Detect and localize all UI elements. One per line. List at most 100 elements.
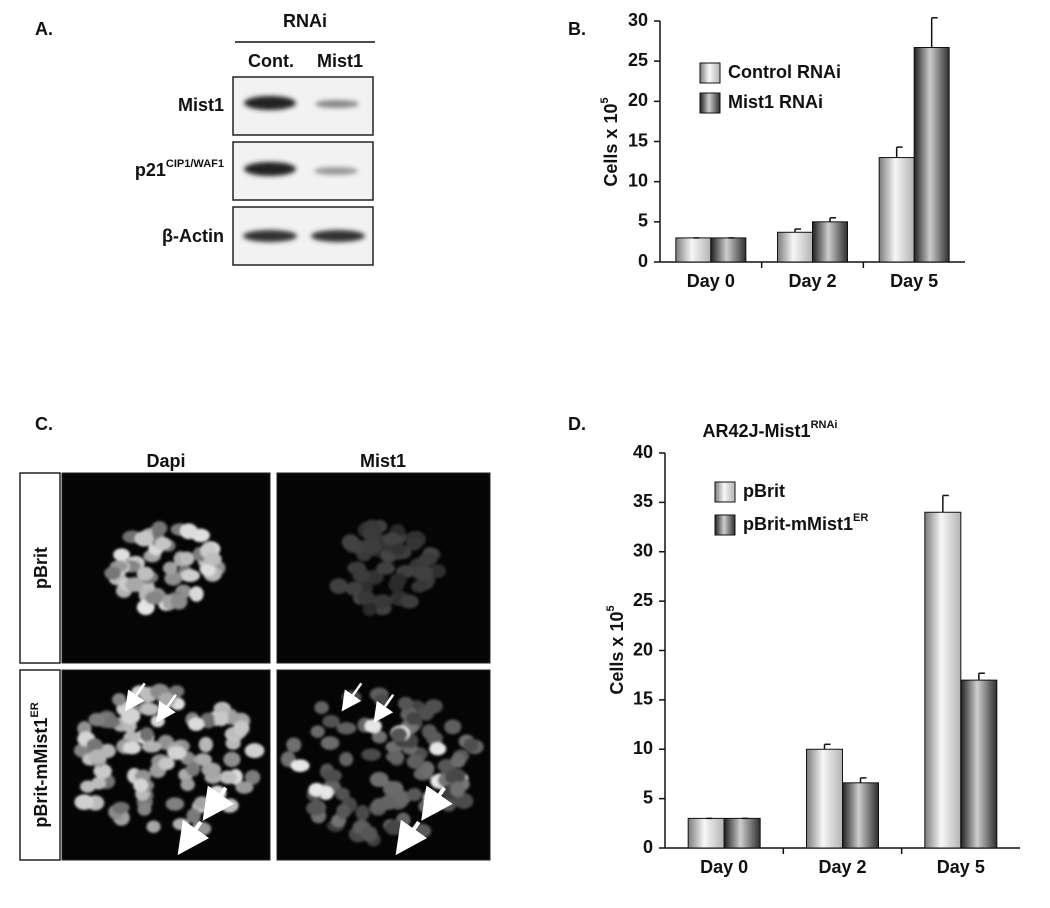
y-tick-label: 20 bbox=[633, 639, 653, 659]
cell bbox=[406, 536, 423, 551]
cell bbox=[385, 750, 405, 763]
cell bbox=[146, 820, 161, 833]
cell bbox=[357, 591, 376, 606]
bar bbox=[812, 221, 848, 263]
y-tick-label: 25 bbox=[633, 590, 653, 610]
cell bbox=[189, 586, 204, 602]
cell bbox=[170, 593, 188, 610]
band bbox=[243, 230, 297, 242]
bar bbox=[687, 817, 725, 849]
cell bbox=[375, 562, 396, 575]
cell bbox=[104, 566, 121, 580]
cell bbox=[365, 538, 382, 555]
chart-title: AR42J-Mist1RNAi bbox=[703, 419, 838, 441]
bar bbox=[913, 47, 950, 263]
y-tick-label: 10 bbox=[633, 738, 653, 758]
label-sup: 5 bbox=[599, 97, 611, 103]
legend-label: Mist1 RNAi bbox=[728, 92, 823, 112]
cell bbox=[223, 751, 241, 768]
blot-header: RNAi bbox=[283, 11, 327, 31]
cell bbox=[167, 746, 187, 760]
cell bbox=[169, 685, 185, 698]
arrow bbox=[373, 693, 395, 723]
row-label-box bbox=[19, 472, 61, 664]
arrow bbox=[421, 785, 453, 821]
cell bbox=[429, 742, 447, 756]
cell bbox=[144, 591, 164, 605]
cell bbox=[369, 771, 389, 788]
arrow bbox=[395, 819, 428, 856]
y-tick-label: 20 bbox=[628, 90, 648, 110]
legend-text: pBrit bbox=[743, 481, 785, 501]
cell bbox=[133, 778, 149, 793]
blot-row-label: p21CIP1/WAF1 bbox=[135, 158, 224, 180]
cell bbox=[290, 759, 310, 773]
cell bbox=[112, 693, 127, 706]
panel-label: C. bbox=[35, 414, 53, 434]
cell bbox=[180, 777, 195, 792]
panel-label: D. bbox=[568, 414, 586, 434]
cell bbox=[179, 523, 198, 540]
y-tick-label: 15 bbox=[633, 689, 653, 709]
cell bbox=[450, 781, 466, 798]
cell bbox=[306, 801, 325, 816]
cell bbox=[314, 701, 329, 714]
cell bbox=[463, 738, 479, 753]
cell bbox=[86, 738, 103, 753]
cell bbox=[418, 553, 438, 566]
x-tick-label: Day 0 bbox=[700, 857, 748, 877]
cell bbox=[308, 782, 325, 797]
bar bbox=[806, 748, 843, 849]
cell bbox=[361, 748, 382, 761]
cells bbox=[329, 519, 447, 616]
cell bbox=[384, 819, 404, 836]
bar bbox=[924, 511, 962, 849]
band bbox=[314, 167, 358, 175]
y-tick-label: 10 bbox=[628, 170, 648, 190]
cell bbox=[320, 736, 340, 750]
x-tick-label: Day 2 bbox=[788, 271, 836, 291]
cell bbox=[235, 781, 254, 794]
cell bbox=[141, 740, 162, 753]
y-tick-label: 30 bbox=[628, 10, 648, 30]
cell bbox=[406, 754, 425, 769]
cell bbox=[93, 763, 112, 779]
y-tick-label: 0 bbox=[638, 251, 648, 271]
title-text: AR42J-Mist1 bbox=[703, 421, 811, 441]
cell bbox=[322, 714, 340, 728]
cell bbox=[395, 790, 411, 807]
cell bbox=[172, 818, 190, 831]
cell bbox=[335, 787, 350, 801]
cell bbox=[355, 805, 370, 821]
cell bbox=[154, 536, 172, 550]
bar bbox=[675, 237, 712, 263]
cell bbox=[89, 749, 107, 764]
blot-row-label: β-Actin bbox=[162, 226, 224, 246]
cell bbox=[323, 769, 342, 783]
cell bbox=[194, 796, 210, 810]
y-tick-label: 35 bbox=[633, 491, 653, 511]
label-text: pBrit-mMist1 bbox=[31, 718, 51, 828]
micro-row-label: pBrit-mMist1ER bbox=[29, 702, 51, 827]
cell bbox=[79, 780, 96, 793]
cell bbox=[345, 581, 363, 596]
cell bbox=[139, 702, 160, 716]
cell bbox=[391, 542, 407, 556]
label-sup: ER bbox=[29, 702, 41, 717]
cell bbox=[180, 569, 200, 582]
cell bbox=[339, 752, 354, 767]
y-tick-label: 5 bbox=[638, 211, 648, 231]
cell bbox=[406, 788, 423, 802]
legend-text: Mist1 RNAi bbox=[728, 92, 823, 112]
y-tick-label: 30 bbox=[633, 541, 653, 561]
cell bbox=[88, 712, 106, 727]
bar bbox=[777, 231, 813, 263]
x-tick-label: Day 2 bbox=[818, 857, 866, 877]
legend-swatch bbox=[714, 514, 736, 536]
cell bbox=[219, 770, 238, 785]
cell bbox=[371, 730, 388, 744]
cells bbox=[104, 521, 226, 616]
y-tick-label: 15 bbox=[628, 130, 648, 150]
band bbox=[311, 230, 365, 242]
